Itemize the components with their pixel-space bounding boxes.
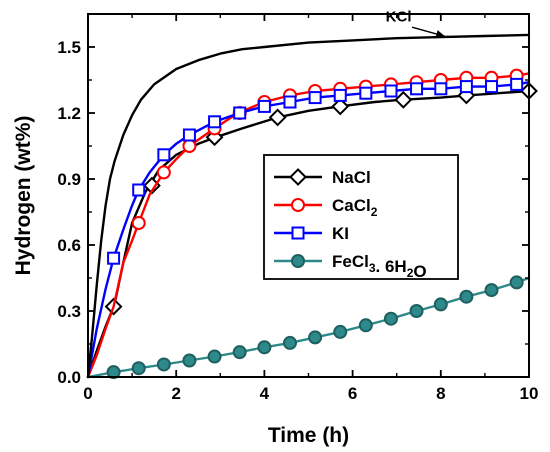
point-fecl3-6h2o (358, 318, 373, 333)
legend-marker-nacl (289, 168, 307, 186)
y-axis-title: Hydrogen (wt%) (12, 116, 35, 276)
point-nacl (268, 108, 287, 127)
legend-marker-fecl3-6h2o (291, 254, 305, 268)
point-fecl3-6h2o (131, 361, 146, 376)
point-ki (233, 106, 247, 120)
legend-label-fecl3-6h2o: FeCl3. 6H2O (332, 252, 427, 281)
point-nacl (394, 90, 413, 109)
point-fecl3-6h2o (207, 349, 222, 364)
point-fecl3-6h2o (308, 330, 323, 345)
y-tick-label: 0.3 (57, 302, 81, 321)
point-cacl2 (131, 216, 146, 230)
point-fecl3-6h2o (409, 304, 424, 318)
point-ki (308, 91, 322, 105)
point-cacl2 (182, 139, 197, 153)
point-fecl3-6h2o (459, 289, 474, 304)
point-nacl (331, 97, 350, 116)
legend-marker-ki (291, 226, 305, 240)
annotation-label: KCl (386, 9, 412, 26)
series-line-kcl (86, 33, 531, 379)
point-fecl3-6h2o (156, 357, 171, 372)
legend-item-ki: KI (274, 224, 349, 243)
legend-item-fecl3-6h2o: FeCl3. 6H2O (274, 252, 427, 281)
point-fecl3-6h2o (484, 283, 499, 298)
annotation-kcl: KCl (386, 9, 446, 38)
x-tick-label: 4 (260, 384, 270, 403)
legend-label-ki: KI (332, 224, 349, 243)
point-ki (434, 82, 448, 96)
point-ki (157, 148, 171, 162)
y-tick-label: 1.5 (57, 38, 81, 57)
point-fecl3-6h2o (257, 340, 272, 355)
plot-area: KCl (86, 9, 538, 380)
x-tick-label: 0 (83, 384, 92, 403)
axes: 0 2 4 6 8 10 0.0 0.3 0.6 0.9 1.2 1.5 Time (h) Hydroge… (12, 13, 539, 447)
point-ki (410, 82, 424, 96)
point-ki (485, 80, 499, 94)
point-ki (459, 80, 473, 94)
point-ki (283, 95, 297, 109)
y-tick-label: 0.6 (57, 236, 81, 255)
point-ki (107, 251, 121, 265)
point-fecl3-6h2o (333, 324, 348, 339)
point-ki (333, 88, 347, 102)
x-axis-title: Time (h) (268, 424, 349, 447)
point-fecl3-6h2o (182, 353, 197, 368)
point-fecl3-6h2o (282, 335, 297, 350)
point-ki (257, 99, 271, 113)
point-fecl3-6h2o (433, 297, 448, 312)
y-tick-label: 0.0 (57, 368, 81, 387)
x-tick-label: 8 (436, 384, 445, 403)
series-ki (86, 77, 531, 379)
x-tick-label: 10 (520, 384, 539, 403)
point-ki (208, 115, 222, 129)
point-fecl3-6h2o (509, 275, 524, 290)
annotation-arrow-head (435, 30, 446, 38)
point-fecl3-6h2o (232, 345, 247, 360)
point-ki (359, 86, 373, 100)
y-tick-label: 1.2 (57, 104, 81, 123)
point-fecl3-6h2o (383, 311, 398, 326)
legend-label-nacl: NaCl (332, 168, 371, 187)
point-ki (384, 84, 398, 98)
series-fecl3-6h2o (86, 275, 531, 380)
legend-label-cacl2: CaCl2 (332, 196, 378, 219)
y-tick-label: 0.9 (57, 170, 81, 189)
x-tick-label: 6 (348, 384, 357, 403)
point-cacl2 (156, 165, 171, 180)
legend-item-nacl: NaCl (274, 168, 371, 187)
point-ki (132, 183, 146, 197)
legend: NaCl CaCl2 KI FeCl3. 6H2O (263, 154, 459, 281)
legend-item-cacl2: CaCl2 (274, 196, 378, 219)
point-fecl3-6h2o (106, 365, 121, 380)
legend-marker-cacl2 (291, 198, 305, 212)
point-ki (182, 128, 196, 142)
x-tick-label: 2 (171, 384, 180, 403)
series-kcl (86, 33, 531, 379)
point-ki (510, 77, 524, 91)
